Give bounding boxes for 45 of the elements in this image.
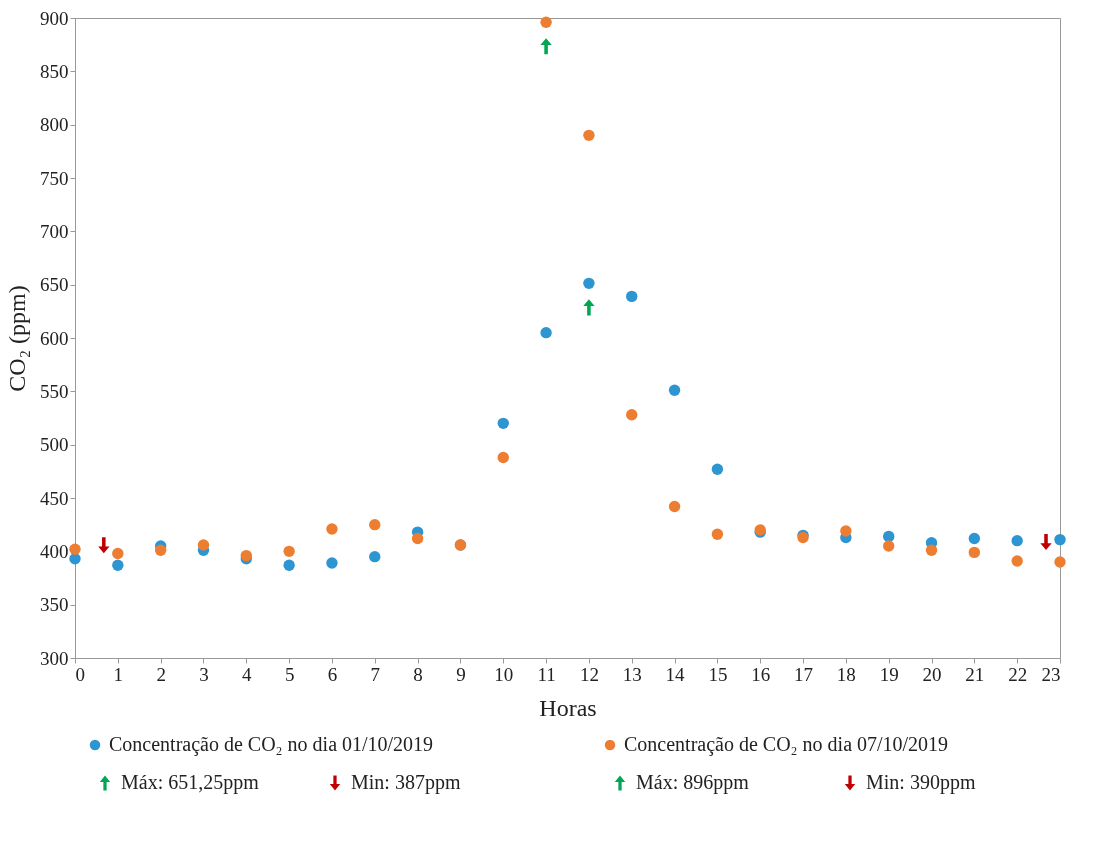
y-tick-label: 550 [40,380,69,402]
x-tick-label: 15 [708,663,728,685]
x-tick-label: 13 [622,663,642,685]
x-tick-label: 6 [327,663,338,685]
y-tick-label: 900 [40,7,69,29]
x-tick-label: 14 [665,663,686,685]
x-tick-label: 7 [370,663,381,685]
x-tick-label: 3 [199,663,209,685]
y-tick-label: 850 [40,60,69,82]
text: Máx: 651,25ppm [121,771,260,794]
x-tick-label: 11 [537,663,556,685]
y-tick-label: 750 [40,167,69,189]
y-tick-label: 800 [40,114,69,136]
text: Min: 390ppm [866,771,976,794]
legend-label: Concentração de CO₂ no dia 07/10/2019 [624,733,949,756]
y-axis-title: CO₂ (ppm) [4,285,30,392]
x-tick-label: 22 [1008,663,1028,685]
y-tick-label: 600 [40,327,69,349]
y-tick-label: 700 [40,220,69,242]
x-axis-title: Horas [539,694,597,721]
x-tick-label: 2 [156,663,166,685]
x-tick-label: 12 [579,663,599,685]
x-tick-label: 19 [879,663,899,685]
legend-label: Concentração de CO₂ no dia 01/10/2019 [109,733,434,756]
x-tick-label: 20 [922,663,942,685]
y-tick-label: 300 [40,647,69,669]
x-tick-label: 21 [965,663,985,685]
text: Máx: 896ppm [636,771,750,794]
x-tick-label: 16 [751,663,771,685]
x-tick-label: 1 [113,663,124,685]
x-tick-label: 9 [456,663,466,685]
y-tick-label: 650 [40,274,69,296]
y-tick-label: 450 [40,487,69,509]
x-tick-label: 18 [836,663,856,685]
y-tick-label: 400 [40,540,69,562]
x-tick-label: 4 [242,663,253,685]
x-tick-label: 23 [1041,663,1061,685]
x-tick-label: 17 [794,663,814,685]
x-tick-label: 8 [413,663,423,685]
x-tick-label: 5 [284,663,295,685]
y-tick-label: 350 [40,594,69,616]
x-tick-label: 10 [494,663,514,685]
x-tick-label: 0 [75,663,85,685]
y-tick-label: 500 [40,434,69,456]
text: Min: 387ppm [351,771,461,794]
